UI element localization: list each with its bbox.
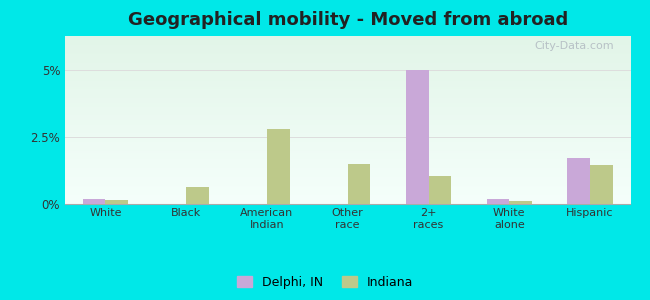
Bar bbox=[83, 199, 105, 204]
Bar bbox=[590, 165, 613, 204]
Bar bbox=[510, 201, 532, 204]
Bar bbox=[406, 70, 428, 204]
Bar bbox=[487, 199, 510, 204]
Text: City-Data.com: City-Data.com bbox=[534, 41, 614, 51]
Bar bbox=[567, 158, 590, 204]
Legend: Delphi, IN, Indiana: Delphi, IN, Indiana bbox=[232, 271, 418, 294]
Bar bbox=[186, 187, 209, 204]
Bar bbox=[105, 200, 128, 204]
Title: Geographical mobility - Moved from abroad: Geographical mobility - Moved from abroa… bbox=[127, 11, 568, 29]
Bar bbox=[348, 164, 370, 204]
Bar bbox=[267, 129, 290, 204]
Bar bbox=[428, 176, 451, 204]
